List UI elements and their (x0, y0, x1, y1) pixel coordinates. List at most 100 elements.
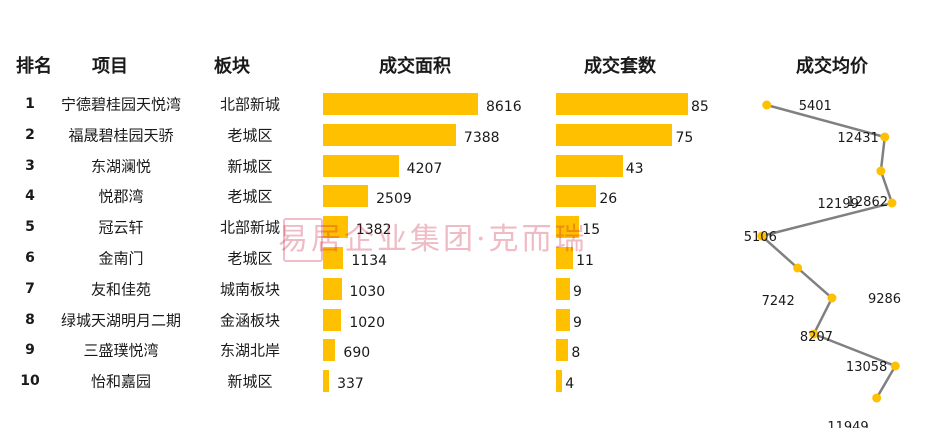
area-bar (323, 93, 478, 115)
project-cell: 东湖澜悦 (90, 157, 152, 176)
area-bar (323, 247, 344, 269)
project-cell: 三盛璞悦湾 (83, 341, 159, 360)
rank-cell: 3 (25, 157, 35, 174)
district-cell: 老城区 (227, 249, 273, 268)
rank-cell: 6 (25, 250, 35, 266)
header-units: 成交套数 (584, 56, 656, 77)
price-value-label: 5106 (744, 230, 777, 245)
units-bar (556, 93, 688, 115)
units-bar (556, 185, 597, 208)
area-bar (323, 277, 342, 300)
area-value-label: 4207 (406, 160, 443, 177)
price-value-label: 11949 (827, 420, 868, 428)
units-value-label: 26 (599, 191, 618, 208)
rank-cell: 4 (25, 188, 35, 205)
price-point (827, 293, 837, 303)
header-district: 板块 (214, 56, 250, 77)
project-cell: 宁德碧桂园天悦湾 (60, 95, 182, 114)
area-bar (323, 370, 330, 393)
units-bar (556, 247, 574, 269)
area-value-label: 1382 (355, 222, 392, 239)
area-bar (323, 123, 456, 146)
price-point (762, 100, 772, 110)
project-cell: 福晟碧桂园天骄 (68, 126, 174, 145)
rank-cell: 10 (20, 373, 40, 390)
area-bar (323, 185, 369, 208)
price-value-label: 13058 (846, 360, 887, 375)
price-value-label: 7242 (762, 294, 795, 309)
units-value-label: 75 (675, 129, 694, 146)
area-bar (323, 339, 336, 362)
area-value-label: 8616 (486, 99, 522, 115)
district-cell: 北部新城 (219, 218, 281, 237)
district-cell: 金涵板块 (219, 311, 281, 330)
price-value-label: 12862 (847, 195, 888, 210)
price-point (872, 393, 882, 403)
units-value-label: 9 (572, 314, 582, 331)
watermark: 易居企业集团·克而瑞 (278, 222, 588, 257)
rank-cell: 5 (25, 219, 35, 236)
project-cell: 金南门 (98, 249, 144, 268)
units-value-label: 15 (582, 222, 601, 239)
units-bar (556, 308, 570, 331)
price-line (759, 103, 898, 399)
header-rank: 排名 (16, 56, 52, 77)
units-bar (556, 154, 623, 177)
project-cell: 友和佳苑 (90, 280, 152, 299)
price-point (887, 198, 897, 208)
area-bar (323, 216, 348, 239)
project-cell: 悦郡湾 (98, 187, 144, 206)
rank-cell: 1 (25, 96, 35, 112)
header-project: 项目 (92, 56, 128, 77)
district-cell: 北部新城 (219, 95, 281, 114)
units-value-label: 9 (572, 283, 582, 300)
watermark-logo (283, 218, 323, 262)
project-cell: 冠云轩 (98, 218, 144, 237)
district-cell: 新城区 (227, 157, 273, 176)
district-cell: 城南板块 (219, 280, 281, 299)
header-area: 成交面积 (379, 56, 451, 77)
price-value-label: 8207 (800, 330, 833, 345)
area-value-label: 337 (337, 376, 364, 393)
price-value-label: 5401 (799, 99, 832, 114)
price-point (793, 263, 803, 273)
price-value-label: 12199 (818, 197, 859, 212)
area-bar (323, 308, 342, 331)
header-price: 成交均价 (796, 56, 868, 77)
units-value-label: 11 (576, 253, 594, 269)
area-value-label: 1020 (349, 314, 385, 331)
rank-cell: 9 (25, 342, 35, 359)
price-point (757, 231, 767, 241)
area-value-label: 1134 (351, 253, 388, 269)
area-value-label: 690 (343, 345, 371, 362)
area-bar (323, 154, 399, 177)
rank-cell: 7 (25, 280, 35, 297)
area-value-label: 2509 (376, 191, 412, 208)
rank-cell: 8 (25, 311, 35, 328)
price-point (876, 166, 886, 176)
units-bar (556, 339, 569, 362)
units-bar (556, 277, 570, 300)
project-cell: 绿城天湖明月二期 (60, 311, 182, 330)
area-value-label: 7388 (463, 129, 500, 146)
district-cell: 新城区 (227, 372, 273, 391)
rank-cell: 2 (25, 126, 35, 143)
price-point (890, 361, 900, 371)
price-point (809, 329, 819, 339)
units-value-label: 8 (571, 345, 581, 362)
units-value-label: 4 (565, 376, 575, 393)
units-bar (556, 216, 580, 239)
project-cell: 怡和嘉园 (90, 372, 152, 391)
price-point (880, 132, 890, 142)
units-bar (556, 370, 563, 393)
area-value-label: 1030 (349, 283, 386, 300)
price-value-label: 12431 (837, 131, 878, 146)
price-value-label: 9286 (868, 292, 901, 307)
district-cell: 老城区 (227, 126, 273, 145)
district-cell: 老城区 (227, 187, 273, 206)
units-value-label: 85 (691, 99, 709, 115)
district-cell: 东湖北岸 (219, 341, 281, 360)
units-value-label: 43 (625, 160, 644, 177)
units-bar (556, 123, 673, 146)
